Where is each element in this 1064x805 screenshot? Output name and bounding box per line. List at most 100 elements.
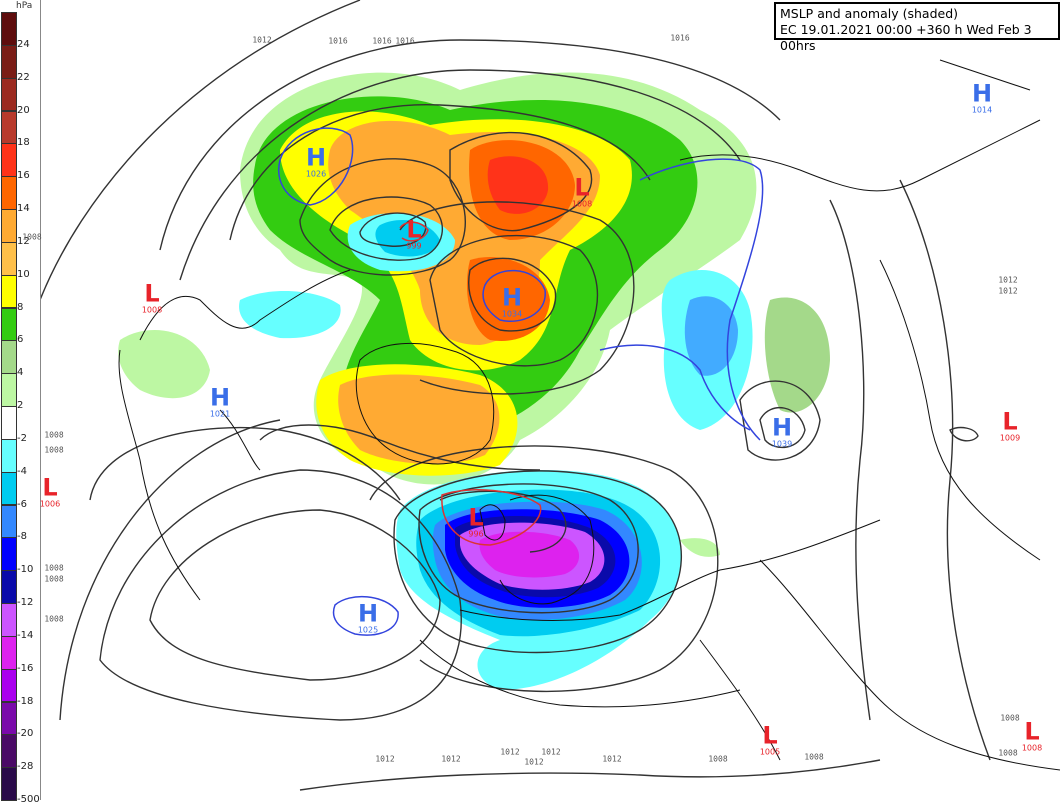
isobar-label: 1012 <box>524 757 544 767</box>
center-pressure-value: 1021 <box>209 409 231 419</box>
center-pressure-value: 1008 <box>141 305 163 315</box>
legend-swatch <box>1 504 17 539</box>
center-letter: H <box>357 599 379 628</box>
isobar-label: 1012 <box>375 754 395 764</box>
legend-swatch <box>1 241 17 276</box>
isobar-label: 1016 <box>372 36 392 46</box>
legend-tick-label: 12 <box>17 235 30 247</box>
center-letter: L <box>468 503 484 532</box>
legend-swatch <box>1 274 17 309</box>
map-title-line1: MSLP and anomaly (shaded) <box>780 6 959 21</box>
center-letter: H <box>971 79 993 108</box>
center-pressure-value: 1026 <box>305 169 327 179</box>
legend-tick-label: -8 <box>17 531 27 543</box>
legend-tick-label: -6 <box>17 498 27 510</box>
legend-swatch <box>1 373 17 407</box>
legend-tick-label: 20 <box>17 104 30 116</box>
isobar-label: 1008 <box>708 754 728 764</box>
legend-swatch <box>1 110 17 145</box>
center-pressure-value: 1034 <box>501 309 523 319</box>
center-letter: H <box>305 143 327 172</box>
low-pressure-center: L 1008 <box>572 176 592 209</box>
center-letter: L <box>42 473 58 502</box>
high-pressure-center: H 1034 <box>502 286 522 319</box>
isobars <box>41 0 991 791</box>
isobar-label: 1016 <box>328 36 348 46</box>
color-scale-legend: hPa 24 22 20 18 16 14 12 10 8 6 4 2 -2 -4 -6 -8 -10 -12 -1… <box>0 0 41 805</box>
map-title-box: MSLP and anomaly (shaded) EC 19.01.2021 … <box>774 2 1060 53</box>
isobar-label: 1012 <box>252 35 272 45</box>
legend-swatch <box>1 143 17 178</box>
center-pressure-value: 1008 <box>1021 743 1043 753</box>
legend-swatch <box>1 307 17 342</box>
center-pressure-value: 1008 <box>571 199 593 209</box>
anomaly-shading <box>118 72 830 690</box>
center-letter: L <box>1024 717 1040 746</box>
legend-swatch <box>1 701 17 736</box>
legend-swatch <box>1 734 17 769</box>
legend-tick-label: 18 <box>17 137 30 149</box>
isobar-label: 1012 <box>541 747 561 757</box>
center-pressure-value: 1014 <box>971 105 993 115</box>
high-pressure-center: H 1025 <box>358 602 378 635</box>
legend-swatch <box>1 537 17 572</box>
legend-swatch <box>1 767 17 801</box>
legend-swatch <box>1 603 17 637</box>
isobar-label: 1012 <box>602 754 622 764</box>
legend-swatch <box>1 77 17 112</box>
high-contours <box>278 127 764 636</box>
isobar-label: 1008 <box>44 574 64 584</box>
legend-tick-label: 14 <box>17 203 30 214</box>
high-pressure-center: H 1021 <box>210 386 230 419</box>
legend-tick-label: 8 <box>17 301 24 313</box>
legend-swatch <box>1 176 17 210</box>
legend-tick-label: -18 <box>17 695 34 707</box>
isobar-label: 1008 <box>804 752 824 762</box>
high-pressure-center: H 1039 <box>772 416 792 449</box>
legend-swatch <box>1 340 17 375</box>
legend-tick-label: -28 <box>17 761 34 773</box>
legend-tick-label: 24 <box>17 38 30 50</box>
center-letter: L <box>144 279 160 308</box>
center-letter: L <box>406 215 422 244</box>
isobar-label: 1012 <box>998 275 1018 285</box>
legend-tick-label: -16 <box>17 662 34 674</box>
center-pressure-value: 1005 <box>759 747 781 757</box>
legend-swatch <box>1 438 17 473</box>
isobar-label: 1008 <box>44 430 64 440</box>
low-pressure-center: L 1009 <box>1000 410 1020 443</box>
legend-tick-label: -20 <box>17 728 34 740</box>
isobar-label: 1008 <box>22 232 42 242</box>
isobar-label: 1008 <box>44 614 64 624</box>
map-canvas <box>41 0 1061 791</box>
low-contours <box>399 221 542 546</box>
center-letter: L <box>574 173 590 202</box>
legend-swatch <box>1 12 17 46</box>
synoptic-map: H 1026 L 999 L 1008 H 1034 L 1008 H 1021 L 1006 L 996 H 1… <box>22 0 1064 800</box>
legend-tick-label: -12 <box>17 597 34 608</box>
legend-tick-label: 10 <box>17 268 30 280</box>
center-letter: H <box>771 413 793 442</box>
center-letter: L <box>762 721 778 750</box>
low-pressure-center: L 999 <box>406 218 421 251</box>
map-title-line2: EC 19.01.2021 00:00 +360 h Wed Feb 3 00h… <box>780 22 1032 53</box>
legend-swatch <box>1 635 17 670</box>
isobar-label: 1008 <box>44 563 64 573</box>
legend-tick-label: 16 <box>17 170 30 182</box>
legend-tick-label: 2 <box>17 400 24 411</box>
isobar-label: 1008 <box>1000 713 1020 723</box>
isobar-label: 1012 <box>441 754 461 764</box>
high-pressure-center: H 1026 <box>306 146 326 179</box>
legend-tick-label: -10 <box>17 564 34 576</box>
isobar-label: 1016 <box>670 33 690 43</box>
low-pressure-center: L 1008 <box>142 282 162 315</box>
isobar-label: 1012 <box>998 286 1018 296</box>
low-pressure-center: L 1005 <box>760 724 780 757</box>
legend-swatch <box>1 570 17 604</box>
legend-tick-label: -500 <box>17 794 40 805</box>
center-letter: H <box>501 283 523 312</box>
center-pressure-value: 996 <box>468 529 484 539</box>
isobar-label: 1008 <box>44 445 64 455</box>
low-pressure-center: L 996 <box>468 506 483 539</box>
center-pressure-value: 1039 <box>771 439 793 449</box>
